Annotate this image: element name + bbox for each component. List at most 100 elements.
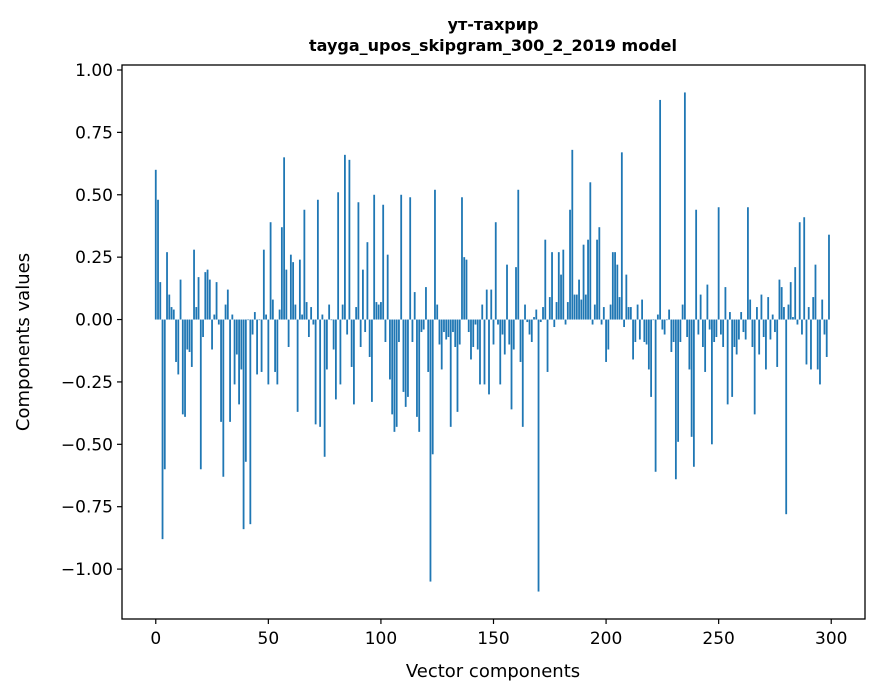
bar xyxy=(692,319,695,467)
bar xyxy=(767,297,770,320)
bar xyxy=(569,209,571,320)
bar xyxy=(699,294,702,320)
bar xyxy=(499,319,502,385)
bar xyxy=(283,157,286,320)
bar xyxy=(278,309,281,320)
bar xyxy=(474,319,477,325)
bar xyxy=(715,319,718,338)
bar xyxy=(447,319,450,338)
bar xyxy=(359,319,362,347)
bar xyxy=(458,319,461,345)
bar xyxy=(161,319,164,540)
y-axis-ticks: 1.00 0.75 0.50 0.25 0.00 −0.25 −0.50 −0.75 −1.00 xyxy=(61,61,122,580)
bar xyxy=(463,257,466,320)
bar xyxy=(181,319,184,415)
bar xyxy=(199,319,202,470)
bar xyxy=(681,304,684,320)
bar xyxy=(337,192,340,320)
bar xyxy=(488,319,490,395)
bar xyxy=(720,319,722,335)
bar xyxy=(555,302,558,320)
plot-frame xyxy=(121,64,866,620)
bar xyxy=(650,319,653,397)
bar xyxy=(602,307,605,320)
bar xyxy=(564,319,567,325)
bar xyxy=(747,207,749,320)
bar xyxy=(515,267,517,320)
bar xyxy=(321,314,324,320)
bar xyxy=(434,189,436,320)
bar xyxy=(749,299,752,320)
bar xyxy=(229,319,231,422)
bar xyxy=(819,319,821,385)
bar xyxy=(580,299,583,320)
bar xyxy=(328,304,331,320)
bar xyxy=(794,267,797,320)
bar xyxy=(551,252,553,320)
bar xyxy=(418,319,421,432)
bar xyxy=(420,319,423,333)
bar xyxy=(490,289,493,320)
y-tick-label: −1.00 xyxy=(61,560,113,580)
bar xyxy=(584,294,587,320)
bar xyxy=(821,299,824,320)
bar xyxy=(596,239,598,320)
bar xyxy=(425,287,427,320)
bar xyxy=(756,307,758,320)
bar xyxy=(638,319,641,340)
bar xyxy=(629,307,632,320)
bar xyxy=(298,259,301,320)
bar xyxy=(677,319,680,442)
bar xyxy=(695,209,698,320)
bar xyxy=(193,249,195,320)
y-tick-label: 0.75 xyxy=(75,123,113,143)
bar xyxy=(159,282,162,320)
bar xyxy=(618,297,621,320)
y-tick-label: −0.50 xyxy=(61,435,113,455)
bar xyxy=(208,279,211,320)
bar xyxy=(386,254,389,320)
bar xyxy=(575,294,578,320)
bar xyxy=(724,287,727,320)
bar xyxy=(253,312,256,320)
bar xyxy=(614,252,616,320)
bar xyxy=(578,279,580,320)
bar xyxy=(582,244,585,320)
bar xyxy=(350,319,353,367)
bar xyxy=(647,319,650,370)
bar xyxy=(517,189,520,320)
bar xyxy=(803,217,806,320)
bar xyxy=(589,182,592,320)
x-tick-label: 50 xyxy=(258,629,280,649)
bar xyxy=(395,319,398,427)
bar xyxy=(683,92,686,320)
bar xyxy=(645,319,648,345)
bar xyxy=(470,319,472,360)
bar xyxy=(461,197,463,320)
bar xyxy=(530,319,533,342)
bar xyxy=(605,319,607,362)
bar xyxy=(785,319,788,515)
bar xyxy=(701,319,704,347)
bar xyxy=(733,319,736,347)
bar xyxy=(258,319,261,321)
bar xyxy=(440,319,443,370)
bar xyxy=(828,234,830,320)
bar xyxy=(591,319,594,325)
bar xyxy=(341,304,344,320)
bar xyxy=(364,319,367,333)
bar xyxy=(371,319,373,402)
bar xyxy=(571,149,574,320)
bar xyxy=(287,319,290,347)
bar xyxy=(285,269,288,320)
bar xyxy=(560,274,562,320)
chart-subtitle: tayga_upos_skipgram_300_2_2019 model xyxy=(309,36,677,55)
bar xyxy=(436,304,439,320)
bar xyxy=(276,319,279,385)
bar xyxy=(668,309,671,320)
bar xyxy=(157,199,159,320)
bar xyxy=(389,319,391,380)
bar xyxy=(774,319,776,333)
bar xyxy=(184,319,186,417)
